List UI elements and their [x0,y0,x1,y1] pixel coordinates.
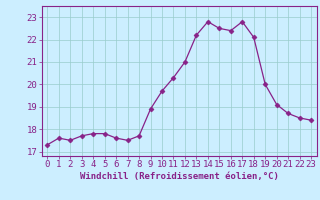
X-axis label: Windchill (Refroidissement éolien,°C): Windchill (Refroidissement éolien,°C) [80,172,279,181]
